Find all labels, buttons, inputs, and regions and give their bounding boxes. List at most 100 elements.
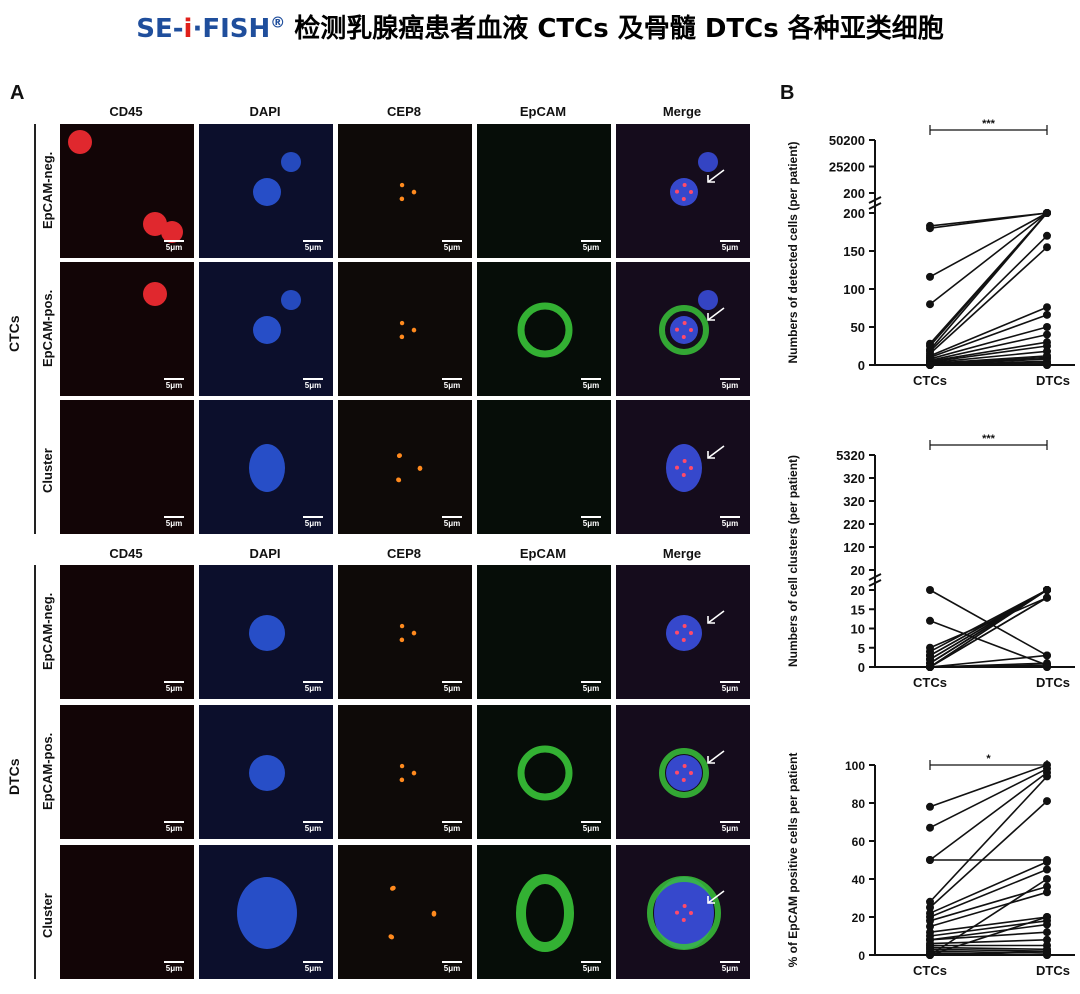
micrograph-cep8: 5μm: [338, 124, 472, 258]
micrograph-epcam: 5μm: [477, 845, 611, 979]
axis-break: [868, 579, 882, 587]
data-point-ctcs: [926, 823, 934, 832]
pair-line: [929, 589, 1048, 668]
scale-bar: 5μm: [720, 821, 740, 833]
pair-line: [929, 771, 1048, 861]
y-tick-label: 50: [851, 320, 865, 335]
column-header-cd45: CD45: [109, 546, 143, 561]
pair-line: [929, 891, 1048, 928]
y-tick-label: 20: [851, 583, 865, 598]
column-header-merge: Merge: [662, 104, 702, 119]
data-point-ctcs: [926, 856, 934, 864]
pair-line: [929, 212, 1048, 229]
pair-line: [929, 212, 1048, 278]
y-axis-label: Numbers of detected cells (per patient): [786, 141, 800, 363]
pair-line: [929, 654, 1048, 668]
data-point-dtcs: [1043, 586, 1051, 594]
data-point-dtcs: [1043, 231, 1051, 240]
y-tick-label: 25200: [829, 160, 865, 175]
y-tick-label: 100: [843, 282, 865, 297]
data-point-ctcs: [926, 300, 934, 309]
x-tick-label: CTCs: [913, 963, 947, 978]
data-point-dtcs: [1043, 772, 1051, 781]
y-tick-label: 15: [851, 602, 865, 617]
micrograph-epcam: 5μm: [477, 400, 611, 534]
data-point-dtcs: [1043, 947, 1051, 956]
y-tick-label: 40: [852, 873, 866, 887]
row-label: Cluster: [40, 448, 55, 494]
pair-line: [929, 950, 1048, 956]
data-point-dtcs: [1043, 663, 1051, 671]
significance-mark: *: [986, 753, 991, 765]
scale-bar: 5μm: [720, 516, 740, 528]
pair-line: [929, 212, 1048, 351]
micrograph-epcam: 5μm: [477, 124, 611, 258]
pair-line: [929, 916, 1048, 933]
micrograph-cd45: 5μm: [60, 845, 194, 979]
micrograph-cep8: 5μm: [338, 705, 472, 839]
data-point-ctcs: [926, 586, 934, 594]
pair-line: [929, 326, 1048, 360]
group-bracket-line: [34, 565, 36, 979]
y-axis-label: Numbers of cell clusters (per patient): [786, 455, 800, 667]
significance-mark: ***: [982, 433, 996, 445]
panel-label-b: B: [780, 82, 795, 104]
data-point-ctcs: [926, 802, 934, 811]
row-label: EpCAM-neg.: [40, 151, 55, 229]
data-point-dtcs: [1043, 882, 1051, 891]
data-point-dtcs: [1043, 593, 1051, 602]
micrograph-epcam: 5μm: [477, 705, 611, 839]
y-tick-label: 0: [858, 358, 865, 373]
pair-line: [929, 314, 1048, 359]
column-header-epcam: EpCAM: [519, 546, 567, 561]
pair-line: [929, 868, 1048, 918]
data-point-dtcs: [1043, 243, 1051, 252]
micrograph-dapi: 5μm: [199, 705, 333, 839]
column-header-cd45: CD45: [109, 104, 143, 119]
pair-line: [929, 341, 1048, 362]
scale-bar: 5μm: [581, 240, 601, 252]
column-header-cep8: CEP8: [387, 546, 421, 561]
micrograph-cd45: 5μm: [60, 400, 194, 534]
column-header-dapi: DAPI: [249, 546, 281, 561]
x-tick-label: CTCs: [913, 675, 947, 690]
axis-break: [868, 202, 882, 210]
scale-bar: 5μm: [581, 681, 601, 693]
x-tick-label: DTCs: [1036, 963, 1070, 978]
pair-line: [929, 306, 1048, 357]
y-tick-label: 20: [852, 911, 866, 925]
data-point-ctcs: [926, 272, 934, 281]
data-point-ctcs: [926, 922, 934, 931]
column-header-cep8: CEP8: [387, 104, 421, 119]
micrograph-merge: 5μm: [616, 565, 750, 699]
micrograph-epcam: 5μm: [477, 565, 611, 699]
group-bracket-line: [34, 124, 36, 534]
data-point-ctcs: [926, 951, 934, 959]
micrograph-cep8: 5μm: [338, 262, 472, 396]
data-point-dtcs: [1043, 888, 1051, 897]
scale-bar: 5μm: [303, 681, 323, 693]
micrograph-dapi: 5μm: [199, 565, 333, 699]
scale-bar: 5μm: [303, 378, 323, 390]
pair-line: [929, 946, 1048, 951]
pair-line: [929, 350, 1048, 364]
y-tick-label: 5320: [836, 448, 865, 463]
column-header-dapi: DAPI: [249, 104, 281, 119]
scale-bar: 5μm: [442, 240, 462, 252]
data-point-dtcs: [1043, 935, 1051, 944]
micrograph-cep8: 5μm: [338, 400, 472, 534]
scale-bar: 5μm: [442, 378, 462, 390]
scale-bar: 5μm: [442, 961, 462, 973]
y-tick-label: 120: [843, 540, 865, 555]
pair-line: [929, 355, 1048, 365]
y-tick-label: 320: [843, 471, 865, 486]
y-tick-label: 10: [851, 622, 865, 637]
scale-bar: 5μm: [164, 516, 184, 528]
pair-line: [929, 775, 1048, 903]
data-point-dtcs: [1043, 310, 1051, 319]
scale-bar: 5μm: [303, 240, 323, 252]
pair-line: [929, 878, 1048, 956]
data-point-ctcs: [926, 663, 934, 671]
x-tick-label: DTCs: [1036, 675, 1070, 690]
data-point-dtcs: [1043, 928, 1051, 937]
